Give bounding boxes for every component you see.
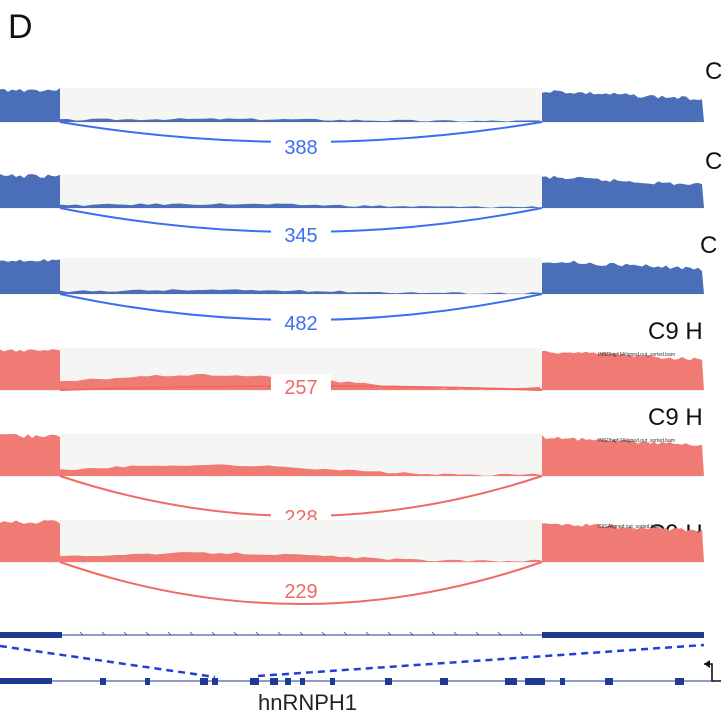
junction-count-bg: [271, 222, 331, 246]
gene-exon-lower: [605, 678, 613, 685]
gene-exon-upper-left: [0, 632, 62, 638]
strand-tick: [255, 631, 260, 636]
left-exon-coverage: [0, 258, 60, 294]
junction-arc: [59, 561, 543, 605]
left-exon-coverage: [0, 434, 60, 476]
strand-tick: [277, 631, 282, 636]
intron-coverage: [60, 289, 542, 294]
strand-tick: [365, 631, 370, 636]
strand-tick: [321, 631, 326, 636]
strand-tick: [189, 631, 194, 636]
left-exon-coverage: [0, 174, 60, 208]
gene-name-label: hnRNPH1: [258, 690, 358, 715]
strand-tick: [453, 631, 458, 636]
intron-coverage: [60, 203, 542, 208]
tss-arrowhead: [704, 660, 710, 668]
gene-exon-lower: [385, 678, 392, 685]
junction-count: 257: [284, 377, 317, 399]
junction-count-bg: [271, 310, 331, 334]
right-exon-coverage: [542, 435, 704, 476]
track-label-1: C: [705, 58, 721, 85]
gene-exon-lower: [100, 678, 106, 685]
junction-count-bg: [271, 374, 331, 398]
right-exon-coverage: [542, 350, 704, 390]
gene-exon-lower: [285, 678, 291, 685]
right-exon-coverage: [542, 175, 704, 208]
gene-exon-lower: [525, 678, 545, 685]
intron-coverage: [60, 464, 542, 476]
junction-count: 482: [284, 313, 317, 335]
junction-count: 345: [284, 225, 317, 247]
left-exon-coverage: [0, 349, 60, 390]
strand-tick: [343, 631, 348, 636]
file-label: INSDhigh1Aligned.out_sorted.bam: [598, 352, 675, 358]
track-label-5: C9 H: [648, 404, 703, 431]
track-intron-bg: [60, 174, 542, 208]
track-label-2: C: [705, 148, 721, 175]
strand-tick: [431, 631, 436, 636]
zoom-connector-right: [257, 643, 705, 678]
strand-tick: [475, 631, 480, 636]
gene-exon-lower: [440, 678, 448, 685]
strand-tick: [409, 631, 414, 636]
track-intron-bg: [60, 258, 542, 294]
tss-arrow: [704, 663, 721, 682]
right-exon-coverage: [542, 523, 704, 562]
left-exon-coverage: [0, 520, 60, 562]
strand-tick: [101, 631, 106, 636]
file-label: C9SAligned.out_sorted.bam: [598, 524, 661, 530]
strand-tick: [79, 631, 84, 636]
gene-exon-lower: [270, 678, 278, 685]
gene-exon-lower: [212, 678, 218, 685]
strand-tick: [387, 631, 392, 636]
strand-tick: [123, 631, 128, 636]
gene-exon-lower: [560, 678, 565, 685]
gene-exon-upper-right: [542, 632, 704, 638]
strand-tick: [211, 631, 216, 636]
right-exon-coverage: [542, 260, 704, 294]
junction-count: 388: [284, 137, 317, 159]
track-label-3: C: [700, 232, 718, 259]
track-intron-bg: [60, 88, 542, 122]
gene-exon-lower: [0, 678, 52, 684]
gene-exon-lower: [675, 678, 684, 685]
strand-tick: [519, 631, 524, 636]
panel-letter: D: [8, 8, 33, 46]
intron-coverage: [60, 118, 542, 122]
left-exon-coverage: [0, 88, 60, 122]
intron-coverage: [60, 552, 542, 562]
gene-exon-lower: [330, 678, 335, 685]
track-label-4: C9 H: [648, 318, 703, 345]
strand-tick: [167, 631, 172, 636]
strand-tick: [299, 631, 304, 636]
strand-tick: [233, 631, 238, 636]
gene-exon-lower: [200, 678, 208, 685]
gene-exon-lower: [300, 678, 305, 685]
gene-exon-lower: [505, 678, 517, 685]
gene-exon-lower: [145, 678, 150, 685]
junction-count-bg: [271, 578, 331, 602]
strand-tick: [145, 631, 150, 636]
strand-tick: [497, 631, 502, 636]
file-label: INSDhigh2Aligned.out_sorted.bam: [598, 438, 675, 444]
zoom-connector-left: [0, 644, 216, 679]
right-exon-coverage: [542, 90, 704, 122]
gene-exon-lower: [250, 678, 259, 685]
junction-count: 229: [284, 581, 317, 603]
junction-count-bg: [271, 134, 331, 158]
